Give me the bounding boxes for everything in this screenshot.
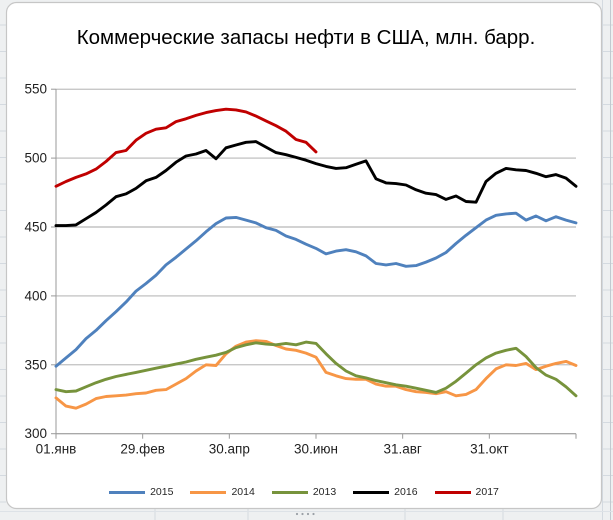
legend-label-2017: 2017 — [475, 485, 499, 498]
legend-swatch-2015 — [109, 490, 146, 494]
x-tick-label-3: 30.июн — [294, 442, 338, 457]
legend-label-2014: 2014 — [231, 485, 255, 498]
chart-legend: 2015 2014 2013 2016 2017 — [6, 483, 602, 501]
legend-swatch-2013 — [271, 490, 308, 494]
legend-item-2016[interactable]: 2016 — [347, 487, 423, 498]
y-tick-label-550: 550 — [24, 82, 47, 97]
legend-item-2017[interactable]: 2017 — [429, 487, 505, 498]
legend-swatch-2017 — [434, 490, 471, 494]
series-line-2014[interactable] — [54, 339, 578, 410]
legend-label-2015: 2015 — [150, 485, 174, 498]
legend-item-2014[interactable]: 2014 — [184, 487, 260, 498]
x-tick-label-5: 31.окт — [470, 442, 509, 457]
chart-frame[interactable] — [5, 1, 603, 510]
data-series — [54, 107, 578, 410]
series-line-2015[interactable] — [54, 211, 578, 368]
legend-item-2013[interactable]: 2013 — [266, 487, 342, 498]
series-line-2016[interactable] — [54, 140, 578, 228]
legend-label-2016: 2016 — [394, 485, 418, 498]
y-tick-label-400: 400 — [24, 288, 47, 303]
x-tick-label-1: 29.фев — [120, 442, 165, 457]
legend-label-2013: 2013 — [312, 485, 337, 498]
legend-swatch-2014 — [190, 490, 227, 494]
y-axis-labels: 300 350 400 450 500 550 — [24, 82, 47, 442]
legend-item-2015[interactable]: 2015 — [103, 487, 179, 498]
x-tick-label-4: 31.авг — [383, 442, 421, 457]
axes — [51, 88, 577, 439]
series-line-2017[interactable] — [54, 107, 318, 188]
x-tick-label-0: 01.янв — [36, 442, 77, 457]
legend-swatch-2016 — [353, 490, 390, 494]
y-tick-label-500: 500 — [24, 151, 47, 166]
x-axis-labels: 01.янв 29.фев 30.апр 30.июн 31.авг 31.окт — [36, 442, 509, 457]
y-tick-label-450: 450 — [24, 220, 47, 235]
x-tick-label-2: 30.апр — [209, 442, 250, 457]
chart-title: Коммерческие запасы нефти в США, млн. ба… — [77, 26, 536, 49]
y-tick-label-350: 350 — [24, 357, 47, 372]
chart-selection-handle[interactable] — [295, 512, 315, 516]
series-line-2013[interactable] — [54, 340, 578, 398]
y-tick-label-300: 300 — [24, 426, 47, 441]
